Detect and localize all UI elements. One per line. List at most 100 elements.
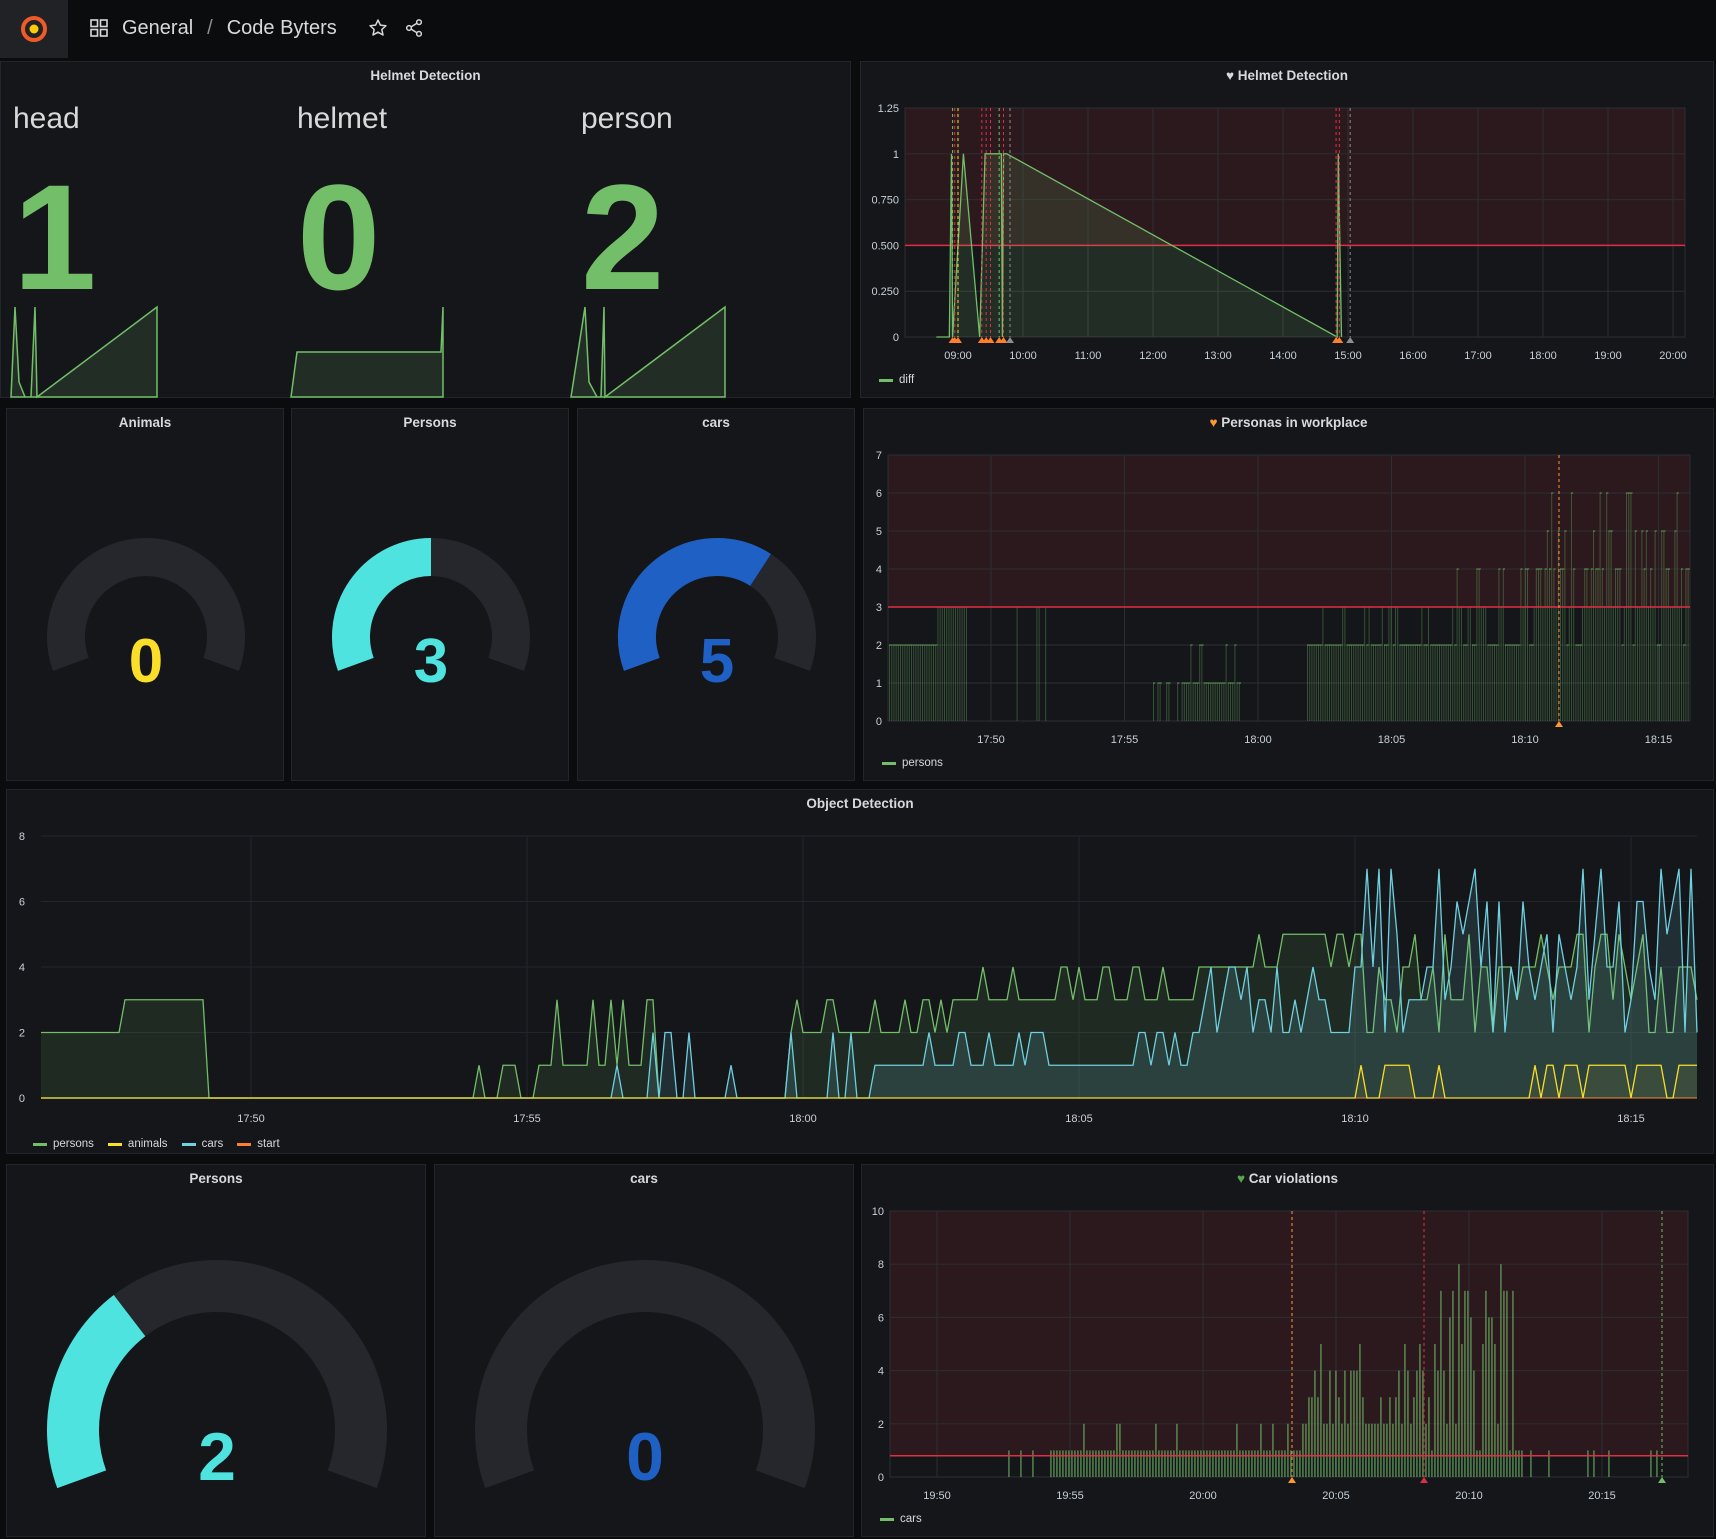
annotation-marker [1658,1477,1666,1483]
bar [1331,645,1333,721]
bar [1621,645,1623,721]
annotation-marker [986,337,995,343]
bar [1593,531,1594,721]
bar [1278,1450,1280,1477]
series-area-cars [41,868,1697,1098]
legend-item[interactable]: cars [880,1513,922,1525]
y-tick-label: 0 [878,1472,884,1484]
bar [1050,1450,1052,1477]
bar [1206,1450,1208,1477]
bar [1623,607,1625,721]
series-area-persons [41,934,1697,1098]
bar [1683,645,1685,721]
bar [941,607,943,721]
bar [1641,531,1643,721]
bar [1573,569,1575,721]
bar [1549,569,1550,721]
bar [1440,1290,1442,1477]
bar [1335,645,1337,721]
bar [1530,1450,1532,1477]
bar [1478,569,1480,721]
bar [1604,607,1605,721]
bar [1374,1423,1376,1477]
star-icon[interactable] [365,15,391,41]
bar [1210,683,1212,721]
object-detection-panel[interactable]: Object Detection 0 2 4 6 8 17:50 17:55 18:00 18:… [6,789,1714,1154]
bar [1431,1450,1433,1477]
bar [1401,1423,1403,1477]
bar [1302,1423,1304,1477]
legend-item-start[interactable]: start [237,1138,280,1150]
heart-icon: ♥ [1236,1171,1245,1186]
gauge-value: 5 [700,627,734,696]
share-icon[interactable] [401,15,427,41]
gauge-panel-animals[interactable]: Animals 0 [6,408,284,781]
bar [1059,1450,1061,1477]
bar [1587,1450,1589,1477]
annotation-marker [999,337,1008,343]
breadcrumb-folder[interactable]: General [122,16,194,39]
dashboard-title[interactable]: Code Byters [226,16,337,39]
bar [1305,1423,1307,1477]
helmet-stat-panel[interactable]: Helmet Detection head 1 helmet 0 person … [0,61,851,399]
bar [1584,569,1586,721]
legend-item-persons[interactable]: persons [33,1138,94,1150]
bar [1414,645,1416,721]
bar [1214,683,1216,721]
legend-item[interactable]: persons [882,757,943,769]
bar [1194,683,1196,721]
personas-panel[interactable]: ♥ Personas in workplace 0 1 2 3 4 5 6 7 17:50 17:… [863,408,1714,781]
gauge-panel-persons-bottom[interactable]: Persons 2 [6,1164,426,1537]
helmet-graph-panel[interactable]: ♥ Helmet Detection 0 0.250 0.500 0.750 1 1.25… [860,61,1714,398]
bar [1164,1450,1166,1477]
bar [1383,1423,1385,1477]
bar [1194,1450,1196,1477]
bar [1386,645,1388,721]
legend-item-animals[interactable]: animals [107,1138,168,1150]
top-navbar: General / Code Byters [0,0,1716,58]
bar [944,607,945,721]
car-violations-panel[interactable]: ♥ Car violations 0 2 4 6 8 10 19:50 19:55 20:00 2… [861,1164,1714,1537]
bar [1542,607,1544,721]
legend-item[interactable]: diff [879,374,914,386]
bar [1483,607,1484,721]
legend-item-cars[interactable]: cars [181,1138,223,1150]
bar [1377,1423,1379,1477]
series-area-diff [936,153,1342,337]
bar [1192,683,1194,721]
y-tick-label: 3 [876,602,882,614]
bar [1512,1290,1514,1477]
bar [1161,1450,1163,1477]
gauge-panel-cars[interactable]: cars 5 [577,408,855,781]
bar [1650,569,1652,721]
bar [1681,569,1682,721]
bar [1540,569,1542,721]
bar [1430,645,1432,721]
annotation-marker [1288,1477,1296,1483]
bar [1643,569,1645,721]
x-tick-label: 17:50 [977,734,1005,746]
bar [1216,683,1218,721]
bar [1473,1370,1475,1477]
bar [1227,683,1229,721]
dashboards-grid-icon[interactable] [86,15,112,41]
bar [900,645,901,721]
bar [1389,1397,1391,1477]
grafana-logo[interactable] [0,0,68,58]
bar [1110,1450,1112,1477]
bar [1667,569,1669,721]
bar [1446,1423,1448,1477]
bar [1421,607,1423,721]
bar [1535,569,1537,721]
bar [1157,683,1159,721]
bar [1245,1450,1247,1477]
gauge-panel-persons[interactable]: Persons 3 [291,408,569,781]
bar [1137,1450,1139,1477]
y-tick-label: 4 [19,962,25,974]
bar [1326,1423,1328,1477]
gauge-panel-cars-bottom[interactable]: cars 0 [434,1164,854,1537]
x-tick-label: 12:00 [1139,350,1167,362]
bar [963,607,965,721]
bar [1373,645,1374,721]
bar [1317,1397,1319,1477]
